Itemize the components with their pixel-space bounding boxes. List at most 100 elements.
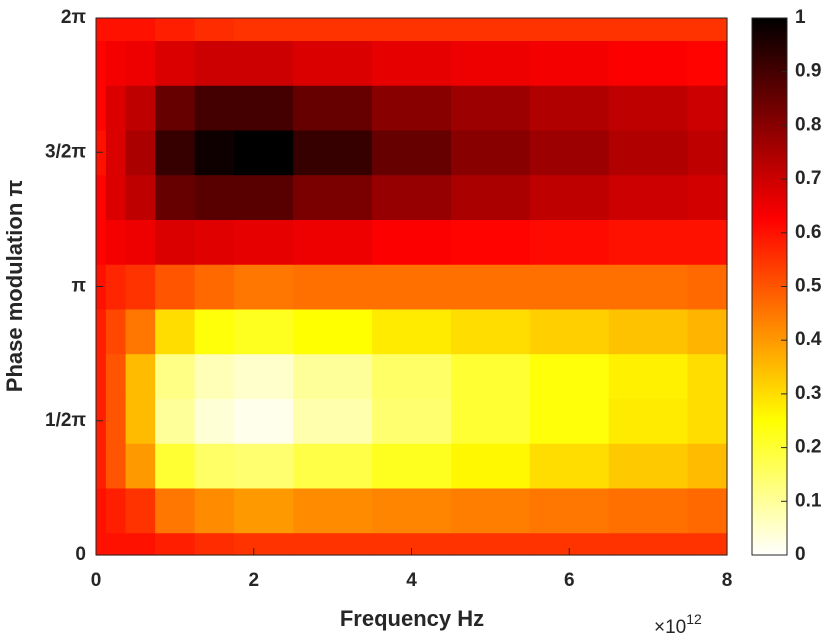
heatmap-cell: [96, 219, 107, 265]
heatmap-cell: [450, 219, 531, 265]
heatmap-cell: [125, 308, 156, 355]
heatmap-cell: [450, 174, 531, 220]
heatmap-cell: [194, 129, 235, 176]
heatmap-cell: [450, 129, 531, 176]
heatmap-cell: [96, 174, 107, 220]
heatmap-cell: [105, 308, 127, 355]
heatmap-cell: [687, 308, 728, 355]
heatmap-cell: [125, 219, 156, 265]
heatmap-cell: [608, 18, 689, 41]
heatmap-cell: [372, 353, 452, 399]
heatmap-cell: [105, 353, 127, 399]
heatmap-cell: [234, 443, 294, 489]
heatmap-cell: [125, 487, 156, 534]
heatmap-cell: [194, 532, 235, 556]
heatmap-cell: [450, 487, 531, 534]
heatmap-cell: [96, 532, 107, 556]
heatmap-cell: [529, 219, 610, 265]
heatmap-cell: [155, 532, 196, 556]
heatmap-cell: [529, 264, 610, 310]
colorbar-tick-label: 0.8: [795, 114, 821, 135]
heatmap-cell: [687, 398, 728, 444]
y-tick-label: 0: [75, 544, 86, 565]
heatmap-cell: [293, 85, 373, 131]
heatmap-cell: [293, 353, 373, 399]
heatmap-cell: [125, 443, 156, 489]
heatmap-cell: [608, 129, 689, 176]
heatmap-cell: [687, 487, 728, 534]
heatmap-cell: [194, 40, 235, 86]
heatmap-cell: [372, 264, 452, 310]
heatmap-cell: [293, 264, 373, 310]
heatmap-cell: [234, 487, 294, 534]
heatmap-cell: [234, 85, 294, 131]
heatmap-cell: [155, 85, 196, 131]
heatmap-cell: [194, 219, 235, 265]
heatmap-cell: [194, 487, 235, 534]
x-tick-label: 0: [91, 570, 102, 591]
heatmap-cell: [234, 40, 294, 86]
heatmap-cell: [529, 174, 610, 220]
heatmap-cell: [96, 40, 107, 86]
heatmap-cell: [608, 264, 689, 310]
heatmap-cell: [687, 264, 728, 310]
heatmap-cell: [687, 219, 728, 265]
heatmap-cell: [125, 174, 156, 220]
heatmap-cell: [105, 487, 127, 534]
heatmap-cell: [234, 174, 294, 220]
colorbar-tick-label: 0.3: [795, 383, 821, 404]
colorbar-tick-label: 1: [795, 7, 806, 28]
heatmap-cell: [608, 443, 689, 489]
y-axis-label: Phase modulation π: [2, 180, 27, 393]
heatmap-cell: [155, 308, 196, 355]
heatmap-cell: [450, 308, 531, 355]
heatmap-cell: [687, 353, 728, 399]
heatmap-cell: [529, 85, 610, 131]
colorbar-tick-label: 0.5: [795, 276, 822, 297]
heatmap-cell: [155, 398, 196, 444]
heatmap-cell: [529, 532, 610, 556]
heatmap-cell: [529, 18, 610, 41]
heatmap-cell: [372, 398, 452, 444]
axes: 0 2 4 6 8 0 1/2π π 3/2π 2π: [45, 7, 732, 591]
colorbar-tick-label: 0.4: [795, 329, 822, 350]
heatmap-cell: [608, 353, 689, 399]
heatmap-cell: [687, 18, 728, 41]
heatmap-cell: [234, 353, 294, 399]
heatmap-cell: [105, 532, 127, 556]
heatmap-cell: [125, 398, 156, 444]
heatmap-cell: [105, 264, 127, 310]
heatmap-cell: [372, 308, 452, 355]
colorbar-tick-label: 0.6: [795, 222, 821, 243]
y-tick-label: π: [71, 276, 86, 297]
heatmap-cell: [125, 18, 156, 41]
heatmap-cell: [234, 398, 294, 444]
heatmap-cell: [687, 532, 728, 556]
heatmap-cell: [194, 85, 235, 131]
heatmap-cell: [234, 18, 294, 41]
heatmap-cell: [450, 443, 531, 489]
heatmap-cell: [529, 308, 610, 355]
heatmap-cell: [293, 129, 373, 176]
heatmap-cell: [372, 85, 452, 131]
x-scale-label: ×1012: [654, 611, 702, 638]
heatmap-cell: [105, 40, 127, 86]
x-tick-label: 8: [722, 570, 733, 591]
heatmap-cell: [372, 532, 452, 556]
heatmap-cell: [450, 398, 531, 444]
heatmap-cell: [194, 308, 235, 355]
heatmap-cell: [372, 219, 452, 265]
heatmap-cell: [155, 443, 196, 489]
heatmap-cell: [687, 40, 728, 86]
heatmap-cell: [155, 129, 196, 176]
heatmap-cell: [687, 443, 728, 489]
heatmap-cell: [96, 18, 107, 41]
heatmap-cell: [194, 353, 235, 399]
heatmap-cell: [125, 353, 156, 399]
heatmap-cell: [608, 308, 689, 355]
heatmap-cell: [450, 40, 531, 86]
heatmap-cell: [529, 398, 610, 444]
heatmap-cell: [105, 174, 127, 220]
heatmap-cell: [105, 219, 127, 265]
